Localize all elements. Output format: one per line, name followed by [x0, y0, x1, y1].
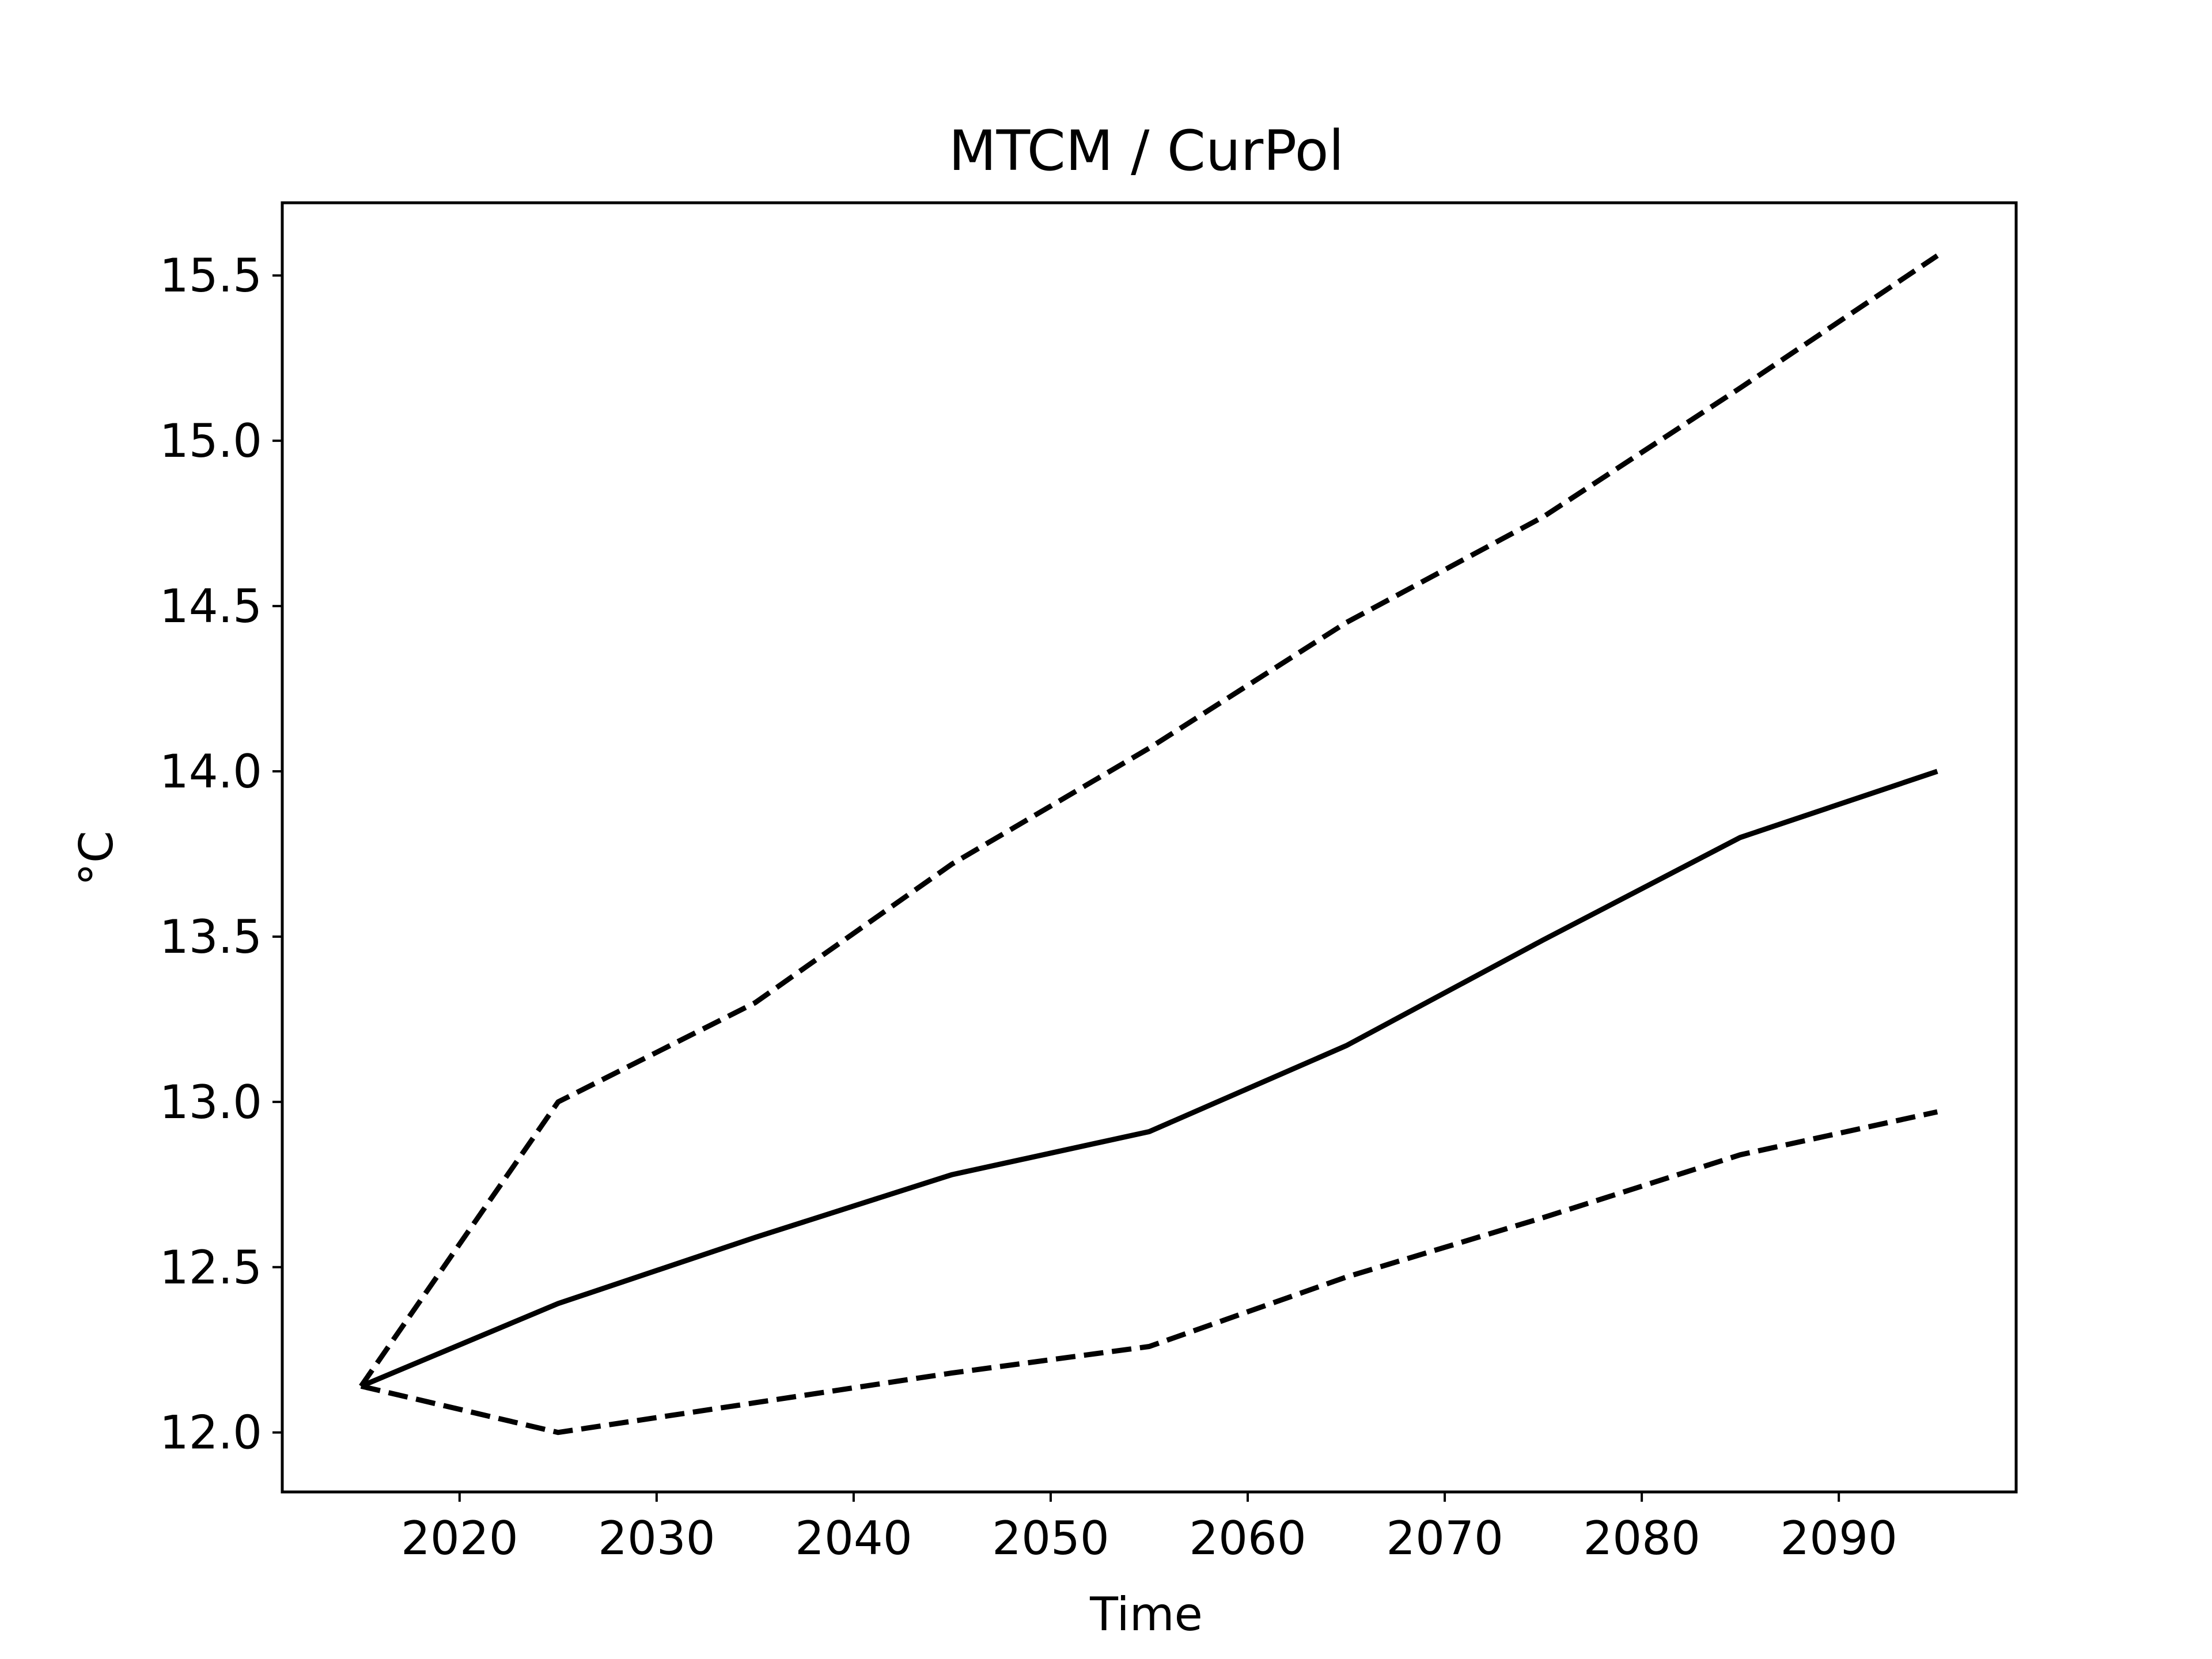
- y-axis-ticks: 12.0 12.5 13.0 13.5 14.0 14.5 15.0 15.5: [160, 249, 282, 1460]
- solid-series-line-0: [360, 768, 1938, 1389]
- dashed-series-line-1: [359, 253, 1939, 1388]
- x-tick-label: 2040: [795, 1512, 912, 1565]
- x-axis-ticks: 2020 2030 2040 2050 2060 2070 2080 2090: [401, 1492, 1897, 1565]
- x-axis-label: Time: [1089, 1588, 1203, 1641]
- plot-area: [359, 253, 1939, 1435]
- x-tick-label: 2060: [1189, 1512, 1306, 1565]
- y-axis-label: °C: [70, 831, 123, 886]
- x-tick-label: 2070: [1386, 1512, 1503, 1565]
- plot-frame: [281, 201, 2018, 1494]
- x-tick-label: 2020: [401, 1512, 518, 1565]
- x-tick-label: 2030: [598, 1512, 715, 1565]
- x-tick-label: 2090: [1780, 1512, 1897, 1565]
- chart-title: MTCM / CurPol: [949, 119, 1344, 183]
- y-tick-label: 13.5: [160, 910, 262, 964]
- y-tick-label: 15.0: [160, 414, 262, 468]
- x-tick-label: 2050: [992, 1512, 1109, 1565]
- dashed-series-line-2: [360, 1109, 1938, 1435]
- y-tick-label: 14.0: [160, 745, 262, 798]
- y-tick-label: 13.0: [160, 1075, 262, 1129]
- y-tick-label: 14.5: [160, 579, 262, 633]
- y-tick-label: 12.5: [160, 1241, 262, 1294]
- y-tick-label: 15.5: [160, 249, 262, 302]
- x-tick-label: 2080: [1583, 1512, 1700, 1565]
- y-tick-label: 12.0: [160, 1406, 262, 1460]
